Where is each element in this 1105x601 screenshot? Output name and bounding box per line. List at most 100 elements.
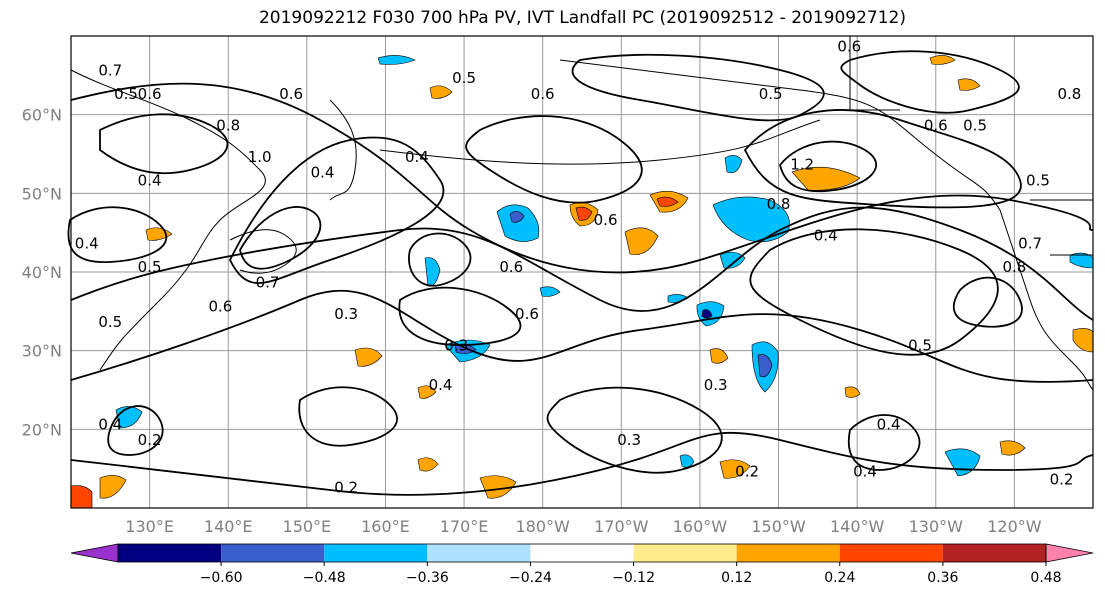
colorbar-extend-high xyxy=(1045,543,1094,563)
colorbar-tick-label: 0.12 xyxy=(721,570,752,586)
shade-blue-patch xyxy=(679,454,695,468)
state-border xyxy=(849,36,900,111)
shade-orange-patch xyxy=(624,227,659,255)
longitude-label: 180°W xyxy=(516,517,571,536)
colorbar-segment xyxy=(633,544,737,562)
contour-label: 0.8 xyxy=(216,116,240,134)
colorbar-extend-low xyxy=(70,543,119,563)
contour-label: 0.6 xyxy=(837,38,861,56)
coastline-north-america xyxy=(999,209,1094,391)
longitude-label: 160°W xyxy=(673,517,728,536)
longitude-label: 120°W xyxy=(987,517,1042,536)
latitude-labels: 60°N 50°N 40°N 30°N 20°N xyxy=(22,106,62,440)
contour-label: 0.2 xyxy=(1050,470,1074,488)
colorbar-tick-label: 0.24 xyxy=(824,570,855,586)
shaded-anomaly-patches xyxy=(70,55,1094,509)
coastline-japan xyxy=(229,229,297,274)
contour-line xyxy=(749,228,999,356)
contour-line xyxy=(70,431,1094,496)
longitude-label: 130°W xyxy=(909,517,964,536)
contour-label: 0.6 xyxy=(594,211,618,229)
contour-label: 0.4 xyxy=(877,415,901,433)
contour-label: 0.6 xyxy=(499,258,523,276)
contour-label: 0.4 xyxy=(75,234,99,252)
colorbar-segment xyxy=(221,544,325,562)
contour-line xyxy=(298,386,398,447)
longitude-label: 160°E xyxy=(361,517,410,536)
contour-label: 1.2 xyxy=(790,156,814,174)
colorbar-tick-label: 0.36 xyxy=(927,570,958,586)
shade-orange-patch xyxy=(957,78,981,91)
contour-label: 0.3 xyxy=(704,376,728,394)
contour-label: 0.5 xyxy=(138,258,162,276)
contour-label: 0.8 xyxy=(767,195,791,213)
contour-label: 0.3 xyxy=(617,431,641,449)
contour-label: 0.6 xyxy=(531,85,555,103)
contour-label: 0.4 xyxy=(429,376,453,394)
contour-label: 0.6 xyxy=(138,85,162,103)
contour-label: 0.3 xyxy=(444,337,468,355)
contour-label: 0.4 xyxy=(814,227,838,245)
coastline-aleutians xyxy=(379,119,821,165)
colorbar-segment xyxy=(736,544,840,562)
contour-label: 0.4 xyxy=(853,463,877,481)
coastline-kamchatka xyxy=(329,99,357,201)
latitude-label: 50°N xyxy=(22,184,62,203)
latitude-label: 20°N xyxy=(22,420,62,439)
contour-label: 0.5 xyxy=(1026,171,1050,189)
shade-orange-patch xyxy=(479,475,517,499)
contour-line xyxy=(107,405,164,456)
shade-blue-patch xyxy=(377,55,416,65)
shade-red-patch xyxy=(656,196,679,207)
longitude-labels: 130°E 140°E 150°E 160°E 170°E 180°W 170°W 160°W… xyxy=(125,517,1041,536)
colorbar-segment xyxy=(324,544,428,562)
contour-label: 0.4 xyxy=(311,164,335,182)
colorbar-segment xyxy=(942,544,1046,562)
shade-orange-patch xyxy=(999,440,1026,456)
shade-red-patch xyxy=(70,485,93,509)
contour-label: 0.5 xyxy=(452,69,476,87)
contour-line xyxy=(465,115,643,204)
contour-line xyxy=(239,206,322,270)
contour-line xyxy=(70,206,1094,321)
colorbar-tick-label: −0.36 xyxy=(406,570,449,586)
longitude-label: 170°W xyxy=(594,517,649,536)
figure-title: 2019092212 F030 700 hPa PV, IVT Landfall… xyxy=(258,8,906,28)
contour-line xyxy=(228,136,445,284)
colorbar-tick-label: 0.48 xyxy=(1030,570,1061,586)
colorbar-segment xyxy=(118,544,222,562)
shade-blue-patch xyxy=(701,309,713,319)
longitude-label: 130°E xyxy=(125,517,174,536)
shade-orange-patch xyxy=(417,457,439,472)
colorbar-tick-label: −0.48 xyxy=(303,570,346,586)
contour-line xyxy=(847,414,921,471)
longitude-label: 170°E xyxy=(440,517,489,536)
contour-line xyxy=(840,50,1020,114)
contour-label: 0.6 xyxy=(515,305,539,323)
shade-blue-patch xyxy=(724,155,743,174)
shade-blue-patch xyxy=(509,211,525,223)
contour-line xyxy=(779,140,878,193)
shade-blue-patch xyxy=(712,196,790,243)
longitude-label: 140°W xyxy=(830,517,885,536)
longitude-label: 150°E xyxy=(283,517,332,536)
colorbar-tick-label: −0.60 xyxy=(200,570,243,586)
coastline-asia xyxy=(70,69,266,371)
shade-blue-patch xyxy=(496,204,540,242)
contour-line xyxy=(67,206,168,263)
contour-label-layer: 0.70.5 0.60.40.40.50.50.61.00.80.40.70.6 0… xyxy=(75,38,1082,497)
contour-label: 0.5 xyxy=(98,313,122,331)
contour-label: 0.2 xyxy=(735,463,759,481)
contour-label: 0.3 xyxy=(334,305,358,323)
contour-label: 0.6 xyxy=(924,116,948,134)
contour-line xyxy=(546,386,723,474)
colorbar-tick-label: −0.24 xyxy=(509,570,552,586)
colorbar-tick-label: −0.12 xyxy=(612,570,655,586)
contour-line xyxy=(408,232,472,287)
contour-line xyxy=(743,109,1022,209)
contour-label: 0.6 xyxy=(279,85,303,103)
colorbar-segment xyxy=(530,544,634,562)
contour-label: 0.4 xyxy=(98,415,122,433)
colorbar-frame xyxy=(117,543,1047,563)
